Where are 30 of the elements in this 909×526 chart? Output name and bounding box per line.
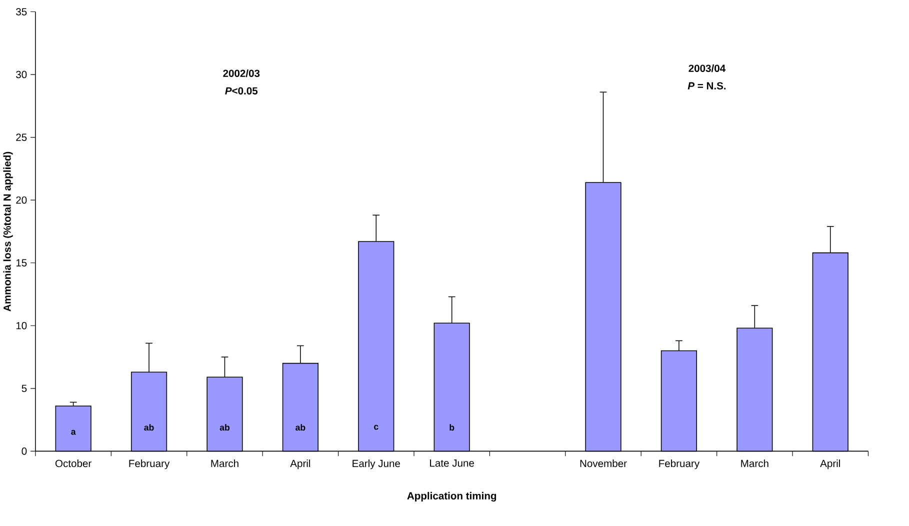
x-tick-label: April [290,460,310,470]
y-tick-label: 10 [16,322,27,330]
annotation: ab [144,424,154,431]
x-tick-label: March [741,460,768,468]
x-tick-label: November [580,460,627,468]
y-tick-label: 5 [22,384,27,392]
annotation: P = N.S. [688,82,726,90]
annotation: 2002/03 [223,70,260,78]
annotation: ab [220,424,230,431]
y-tick-label: 30 [16,71,27,78]
x-tick-label: February [659,460,700,470]
x-tick-label: February [129,460,170,470]
x-tick-label: Early June [352,460,400,470]
annotation: 2003/04 [688,64,726,72]
annotation: c [374,425,378,430]
y-tick-label: 35 [16,8,27,16]
x-tick-label: Late June [430,460,474,467]
y-tick-label: 15 [16,259,27,267]
annotation: ab [296,424,306,431]
x-tick-label: October [55,460,92,468]
y-tick-label: 0 [22,448,27,455]
y-tick-label: 25 [16,134,27,142]
annotation: b [450,424,454,431]
y-tick-label: 20 [16,196,27,204]
x-tick-label: April [820,460,840,470]
annotation: a [71,430,76,435]
annotation: P<0.05 [225,87,258,95]
x-tick-label: March [211,460,238,468]
y-axis-title: Ammonia loss (%total N applied) [3,152,13,312]
x-axis-title: Application timing [407,492,496,502]
